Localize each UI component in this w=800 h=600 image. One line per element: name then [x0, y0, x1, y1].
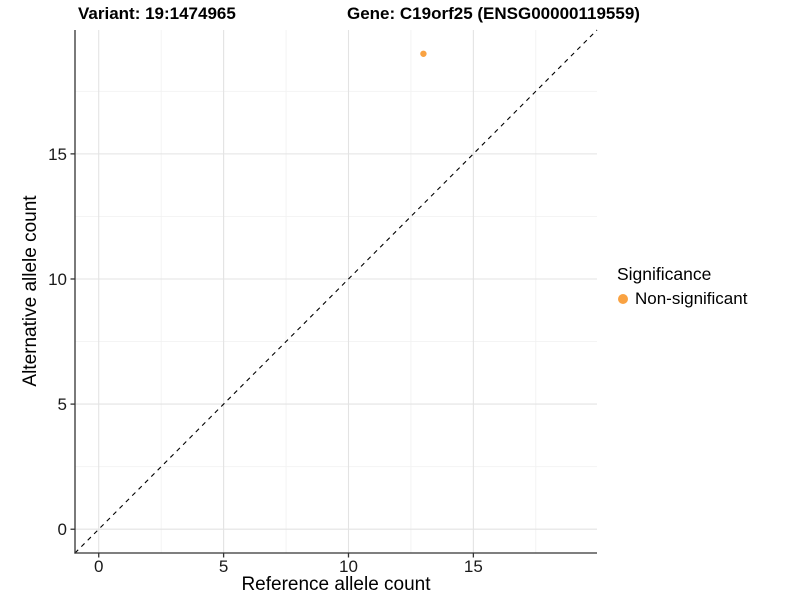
- x-tick-label: 10: [339, 557, 358, 576]
- y-tick-label: 10: [48, 270, 67, 289]
- x-tick-label: 0: [94, 557, 103, 576]
- x-tick-label: 15: [464, 557, 483, 576]
- legend-dot-icon: [618, 294, 628, 304]
- plot-title-gene: Gene: C19orf25 (ENSG00000119559): [347, 4, 640, 23]
- y-axis-title: Alternative allele count: [20, 195, 41, 387]
- legend-item-non-significant: Non-significant: [617, 289, 747, 309]
- y-tick-label: 5: [58, 395, 67, 414]
- y-tick-label: 0: [58, 520, 67, 539]
- legend: Significance Non-significant: [617, 264, 747, 309]
- y-tick-label: 15: [48, 145, 67, 164]
- x-axis-title: Reference allele count: [241, 574, 431, 595]
- legend-title: Significance: [617, 264, 712, 284]
- legend-item-label: Non-significant: [635, 289, 748, 308]
- data-point: [420, 50, 427, 57]
- x-tick-label: 5: [219, 557, 228, 576]
- plot-title-variant: Variant: 19:1474965: [78, 4, 236, 23]
- identity-line: [74, 29, 598, 554]
